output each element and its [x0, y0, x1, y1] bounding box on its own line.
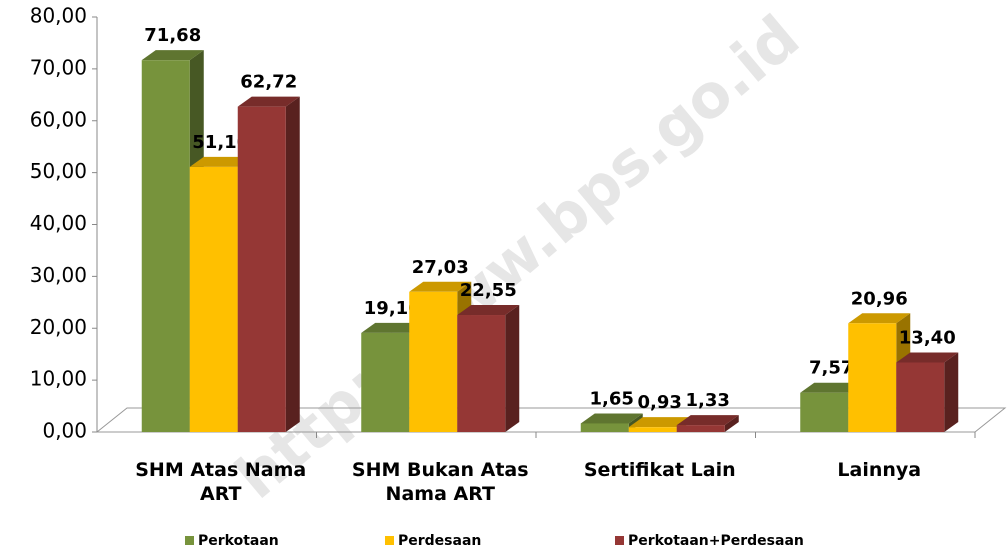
y-tick-label: 50,00	[30, 159, 87, 183]
bar-front	[237, 106, 286, 432]
data-label: 20,96	[851, 288, 908, 309]
bar-top	[676, 415, 739, 426]
x-tick-label: SHM Bukan Atas Nama ART	[351, 459, 529, 505]
y-tick-label: 10,00	[30, 367, 87, 391]
bar-front	[141, 60, 190, 432]
data-label: 13,40	[899, 327, 956, 348]
data-label: 22,55	[460, 280, 517, 301]
bar	[457, 305, 520, 432]
bar	[237, 96, 300, 432]
bar-side	[285, 96, 300, 432]
bar-front	[580, 423, 629, 432]
bar-side	[724, 415, 739, 432]
legend-label: Perkotaan	[198, 533, 279, 549]
bar-top	[628, 417, 691, 428]
y-tick-label: 0,00	[42, 419, 87, 443]
y-tick-label: 20,00	[30, 315, 87, 339]
bar-top	[361, 322, 424, 333]
bar-front	[848, 323, 897, 432]
watermark: http://www.bps.go.id	[223, 2, 813, 513]
bar-top	[409, 281, 472, 292]
legend-swatch	[185, 536, 194, 545]
bar-side	[944, 352, 959, 432]
bar-front	[676, 425, 725, 432]
bar-top	[896, 352, 959, 363]
bar-front	[896, 362, 945, 432]
y-tick-label: 40,00	[30, 211, 87, 235]
bar-front	[361, 332, 410, 432]
x-tick-label: SHM Atas Nama ART	[135, 459, 307, 505]
bar-top	[800, 382, 863, 393]
legend-swatch	[385, 536, 394, 545]
data-label: 51,10	[192, 132, 249, 153]
bar-front	[457, 315, 506, 432]
legend-label: Perkotaan+Perdesaan	[628, 533, 804, 549]
bar-front	[800, 392, 849, 432]
bar	[676, 415, 739, 432]
bar	[896, 352, 959, 432]
y-tick-label: 30,00	[30, 263, 87, 287]
data-label: 19,10	[364, 298, 421, 319]
data-label: 1,65	[590, 388, 634, 409]
x-tick-label: Lainnya	[837, 459, 922, 481]
data-label: 27,03	[412, 257, 469, 278]
y-tick-label: 80,00	[30, 4, 87, 28]
data-label: 7,57	[809, 358, 853, 379]
bar-top	[141, 50, 204, 61]
bar-side	[505, 305, 520, 432]
bar	[141, 50, 204, 432]
bar-top	[848, 313, 911, 324]
data-label: 71,68	[144, 25, 201, 46]
bar-top	[580, 413, 643, 424]
y-tick-label: 60,00	[30, 107, 87, 131]
x-tick-label: Sertifikat Lain	[583, 459, 736, 481]
bar-front	[628, 427, 677, 432]
bar-front	[189, 166, 238, 432]
bar-top	[457, 305, 520, 316]
bar-top	[237, 96, 300, 107]
bar-front	[409, 291, 458, 432]
legend-swatch	[615, 536, 624, 545]
data-label: 0,93	[638, 392, 682, 413]
y-tick-label: 70,00	[30, 55, 87, 79]
data-label: 1,33	[686, 390, 730, 411]
bar	[409, 281, 472, 432]
data-label: 62,72	[240, 72, 297, 93]
bar-top	[189, 156, 252, 167]
legend-label: Perdesaan	[398, 533, 481, 549]
